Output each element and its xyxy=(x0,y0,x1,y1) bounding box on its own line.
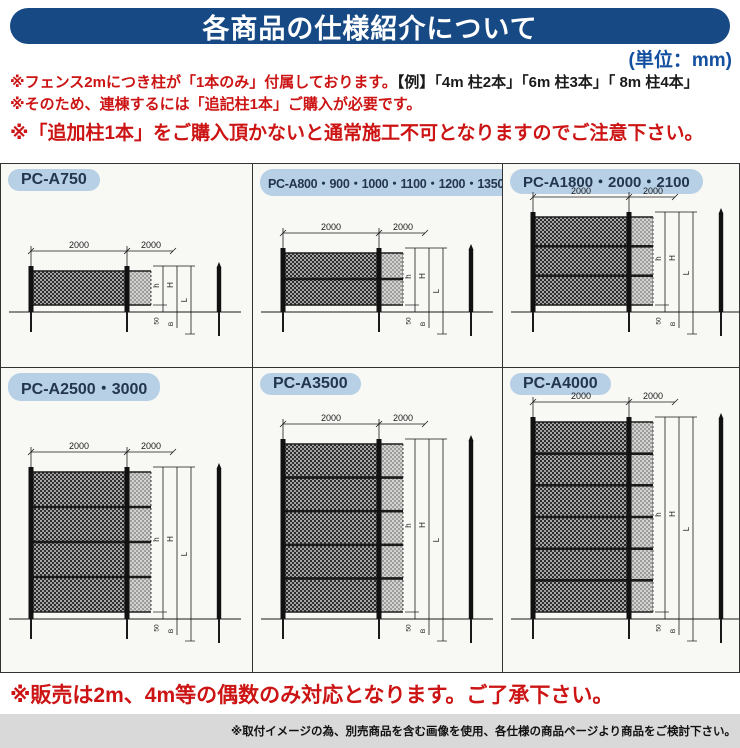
svg-text:2000: 2000 xyxy=(141,240,161,250)
svg-text:50: 50 xyxy=(154,624,161,632)
panel-pc-a2500-3000: PC-A2500・3000 2000 2000 h 50 H B L xyxy=(1,368,253,672)
svg-text:H: H xyxy=(166,536,175,542)
fence-diagram: 2000 2000 h 50 H B L xyxy=(5,389,245,666)
svg-text:H: H xyxy=(668,255,677,261)
svg-text:h: h xyxy=(654,512,663,516)
svg-text:2000: 2000 xyxy=(643,186,663,196)
svg-text:50: 50 xyxy=(406,317,413,325)
svg-text:50: 50 xyxy=(406,624,413,632)
unit-line: (単位：mm) xyxy=(0,44,740,71)
footer-bar: ※取付イメージの為、別売商品を含む画像を使用、各仕様の商品ページより商品をご検討… xyxy=(0,714,740,748)
notes-block: ※フェンス2mにつき柱が「1本のみ」付属しております。【例】「4m 柱2本」「6… xyxy=(0,70,740,148)
svg-text:B: B xyxy=(168,322,175,326)
svg-text:H: H xyxy=(418,522,427,528)
svg-text:B: B xyxy=(670,629,677,633)
note-line-1-red: ※フェンス2mにつき柱が「1本のみ」付属しております。 xyxy=(10,74,397,91)
panel-label: PC-A4000 xyxy=(510,373,611,395)
svg-text:h: h xyxy=(404,523,413,527)
panel-label: PC-A2500・3000 xyxy=(8,373,161,401)
svg-text:2000: 2000 xyxy=(643,391,663,401)
note-line-3: ※「追加柱1本」をご購入頂かないと通常施工不可となりますのでご注意下さい。 xyxy=(10,123,704,144)
svg-text:B: B xyxy=(168,629,175,633)
svg-text:2000: 2000 xyxy=(571,391,591,401)
spec-grid: PC-A750 2000 2000 h 50 H B L PC-A800・900・1000・… xyxy=(0,163,740,673)
svg-text:L: L xyxy=(180,297,189,302)
header-bar: 各商品の仕様紹介について xyxy=(10,8,730,44)
svg-text:L: L xyxy=(432,288,441,293)
note-line-1-example: 【例】「4m 柱2本」「6m 柱3本」「 8m 柱4本」 xyxy=(396,74,699,91)
svg-text:H: H xyxy=(668,511,677,517)
fence-diagram: 2000 2000 h 50 H B L xyxy=(507,389,739,666)
panel-pc-a800-1500: PC-A800・900・1000・1100・1200・1350・1500 200… xyxy=(253,164,503,368)
svg-text:2000: 2000 xyxy=(393,222,413,232)
svg-text:50: 50 xyxy=(656,317,663,325)
svg-text:2000: 2000 xyxy=(393,413,413,423)
svg-text:L: L xyxy=(180,551,189,556)
panel-label: PC-A750 xyxy=(8,169,100,191)
svg-text:2000: 2000 xyxy=(141,441,161,451)
svg-text:2000: 2000 xyxy=(69,441,89,451)
svg-text:50: 50 xyxy=(656,624,663,632)
panel-pc-a4000: PC-A4000 2000 2000 h 50 H B L xyxy=(503,368,739,672)
svg-text:2000: 2000 xyxy=(571,186,591,196)
svg-text:B: B xyxy=(670,322,677,326)
panel-label: PC-A3500 xyxy=(260,373,361,395)
svg-text:2000: 2000 xyxy=(321,222,341,232)
svg-text:L: L xyxy=(682,526,691,531)
svg-text:H: H xyxy=(418,273,427,279)
svg-text:h: h xyxy=(152,283,161,287)
svg-text:h: h xyxy=(404,274,413,278)
footer-note: ※取付イメージの為、別売商品を含む画像を使用、各仕様の商品ページより商品をご検討… xyxy=(231,726,736,738)
svg-text:2000: 2000 xyxy=(69,240,89,250)
svg-text:B: B xyxy=(420,629,427,633)
svg-text:H: H xyxy=(166,282,175,288)
svg-text:h: h xyxy=(152,537,161,541)
svg-text:B: B xyxy=(420,322,427,326)
panel-label: PC-A800・900・1000・1100・1200・1350・1500 xyxy=(260,169,502,196)
svg-text:2000: 2000 xyxy=(321,413,341,423)
note-line-1: ※フェンス2mにつき柱が「1本のみ」付属しております。【例】「4m 柱2本」「6… xyxy=(10,72,732,94)
fence-diagram: 2000 2000 h 50 H B L xyxy=(257,389,497,666)
fence-diagram: 2000 2000 h 50 H B L xyxy=(257,184,497,359)
svg-text:50: 50 xyxy=(154,317,161,325)
panel-pc-a3500: PC-A3500 2000 2000 h 50 H B L xyxy=(253,368,503,672)
unit-label: (単位：mm) xyxy=(628,50,732,71)
note-line-2: ※そのため、連棟するには「追記柱1本」ご購入が必要です。 xyxy=(10,96,422,113)
page-title: 各商品の仕様紹介について xyxy=(202,13,538,44)
svg-text:L: L xyxy=(432,537,441,542)
fence-diagram: 2000 2000 h 50 H B L xyxy=(5,184,245,359)
svg-text:h: h xyxy=(654,256,663,260)
bottom-note: ※販売は2m、4m等の偶数のみ対応となります。ご了承下さい。 xyxy=(10,684,614,707)
panel-pc-a1800-2100: PC-A1800・2000・2100 2000 2000 h 50 H B L xyxy=(503,164,739,368)
panel-pc-a750: PC-A750 2000 2000 h 50 H B L xyxy=(1,164,253,368)
svg-text:L: L xyxy=(682,270,691,275)
panel-label: PC-A1800・2000・2100 xyxy=(510,169,703,194)
fence-diagram: 2000 2000 h 50 H B L xyxy=(507,184,739,359)
